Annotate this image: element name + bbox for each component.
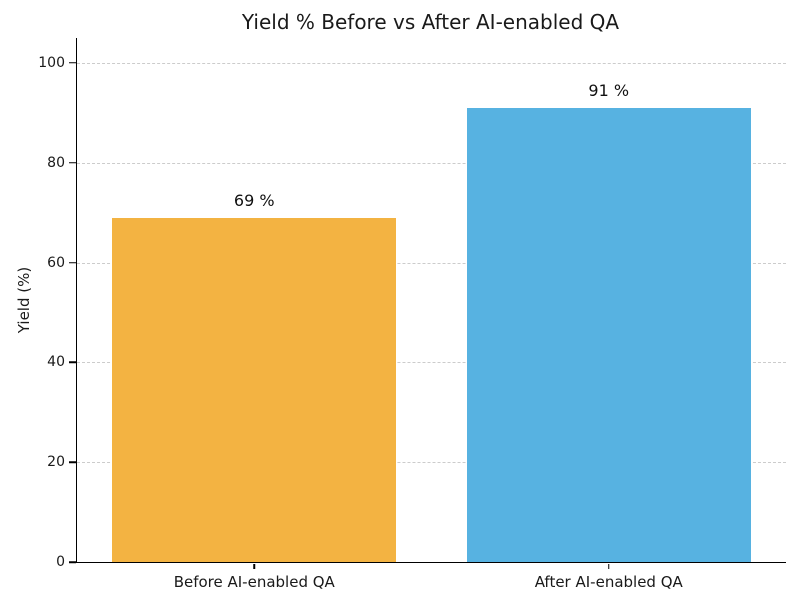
bar-before — [112, 217, 397, 562]
y-tick-mark-80 — [69, 162, 76, 164]
chart-title: Yield % Before vs After AI-enabled QA — [241, 10, 620, 34]
bar-value-label-after: 91 % — [588, 80, 630, 100]
bar-value-label-before: 69 % — [233, 190, 275, 210]
y-tick-mark-40 — [69, 361, 76, 364]
y-tick-mark-0 — [69, 561, 76, 563]
y-tick-label-100: 100 — [38, 54, 65, 71]
gridline-20 — [77, 462, 786, 464]
x-tick-label-1: After AI-enabled QA — [534, 573, 683, 591]
y-tick-label-20: 20 — [47, 454, 65, 471]
y-tick-label-80: 80 — [47, 154, 65, 171]
y-tick-label-0: 0 — [56, 554, 65, 570]
gridline-80 — [77, 162, 786, 164]
gridline-100 — [77, 62, 786, 64]
y-axis-label: Yield (%) — [15, 266, 33, 334]
x-tick-mark-1 — [608, 563, 610, 570]
y-tick-label-40: 40 — [47, 354, 65, 371]
y-tick-mark-20 — [69, 461, 76, 463]
plot-area: 0 20 40 60 80 100 69 % Before AI-enabled QA 91 %… — [38, 38, 786, 591]
gridline-40 — [77, 362, 786, 364]
x-tick-label-0: Before AI-enabled QA — [173, 573, 335, 591]
y-tick-mark-100 — [69, 62, 76, 64]
gridline-60 — [77, 262, 786, 264]
x-tick-mark-0 — [253, 563, 255, 570]
y-tick-label-60: 60 — [47, 254, 65, 271]
bar-after — [466, 107, 751, 562]
y-tick-mark-60 — [69, 261, 76, 264]
